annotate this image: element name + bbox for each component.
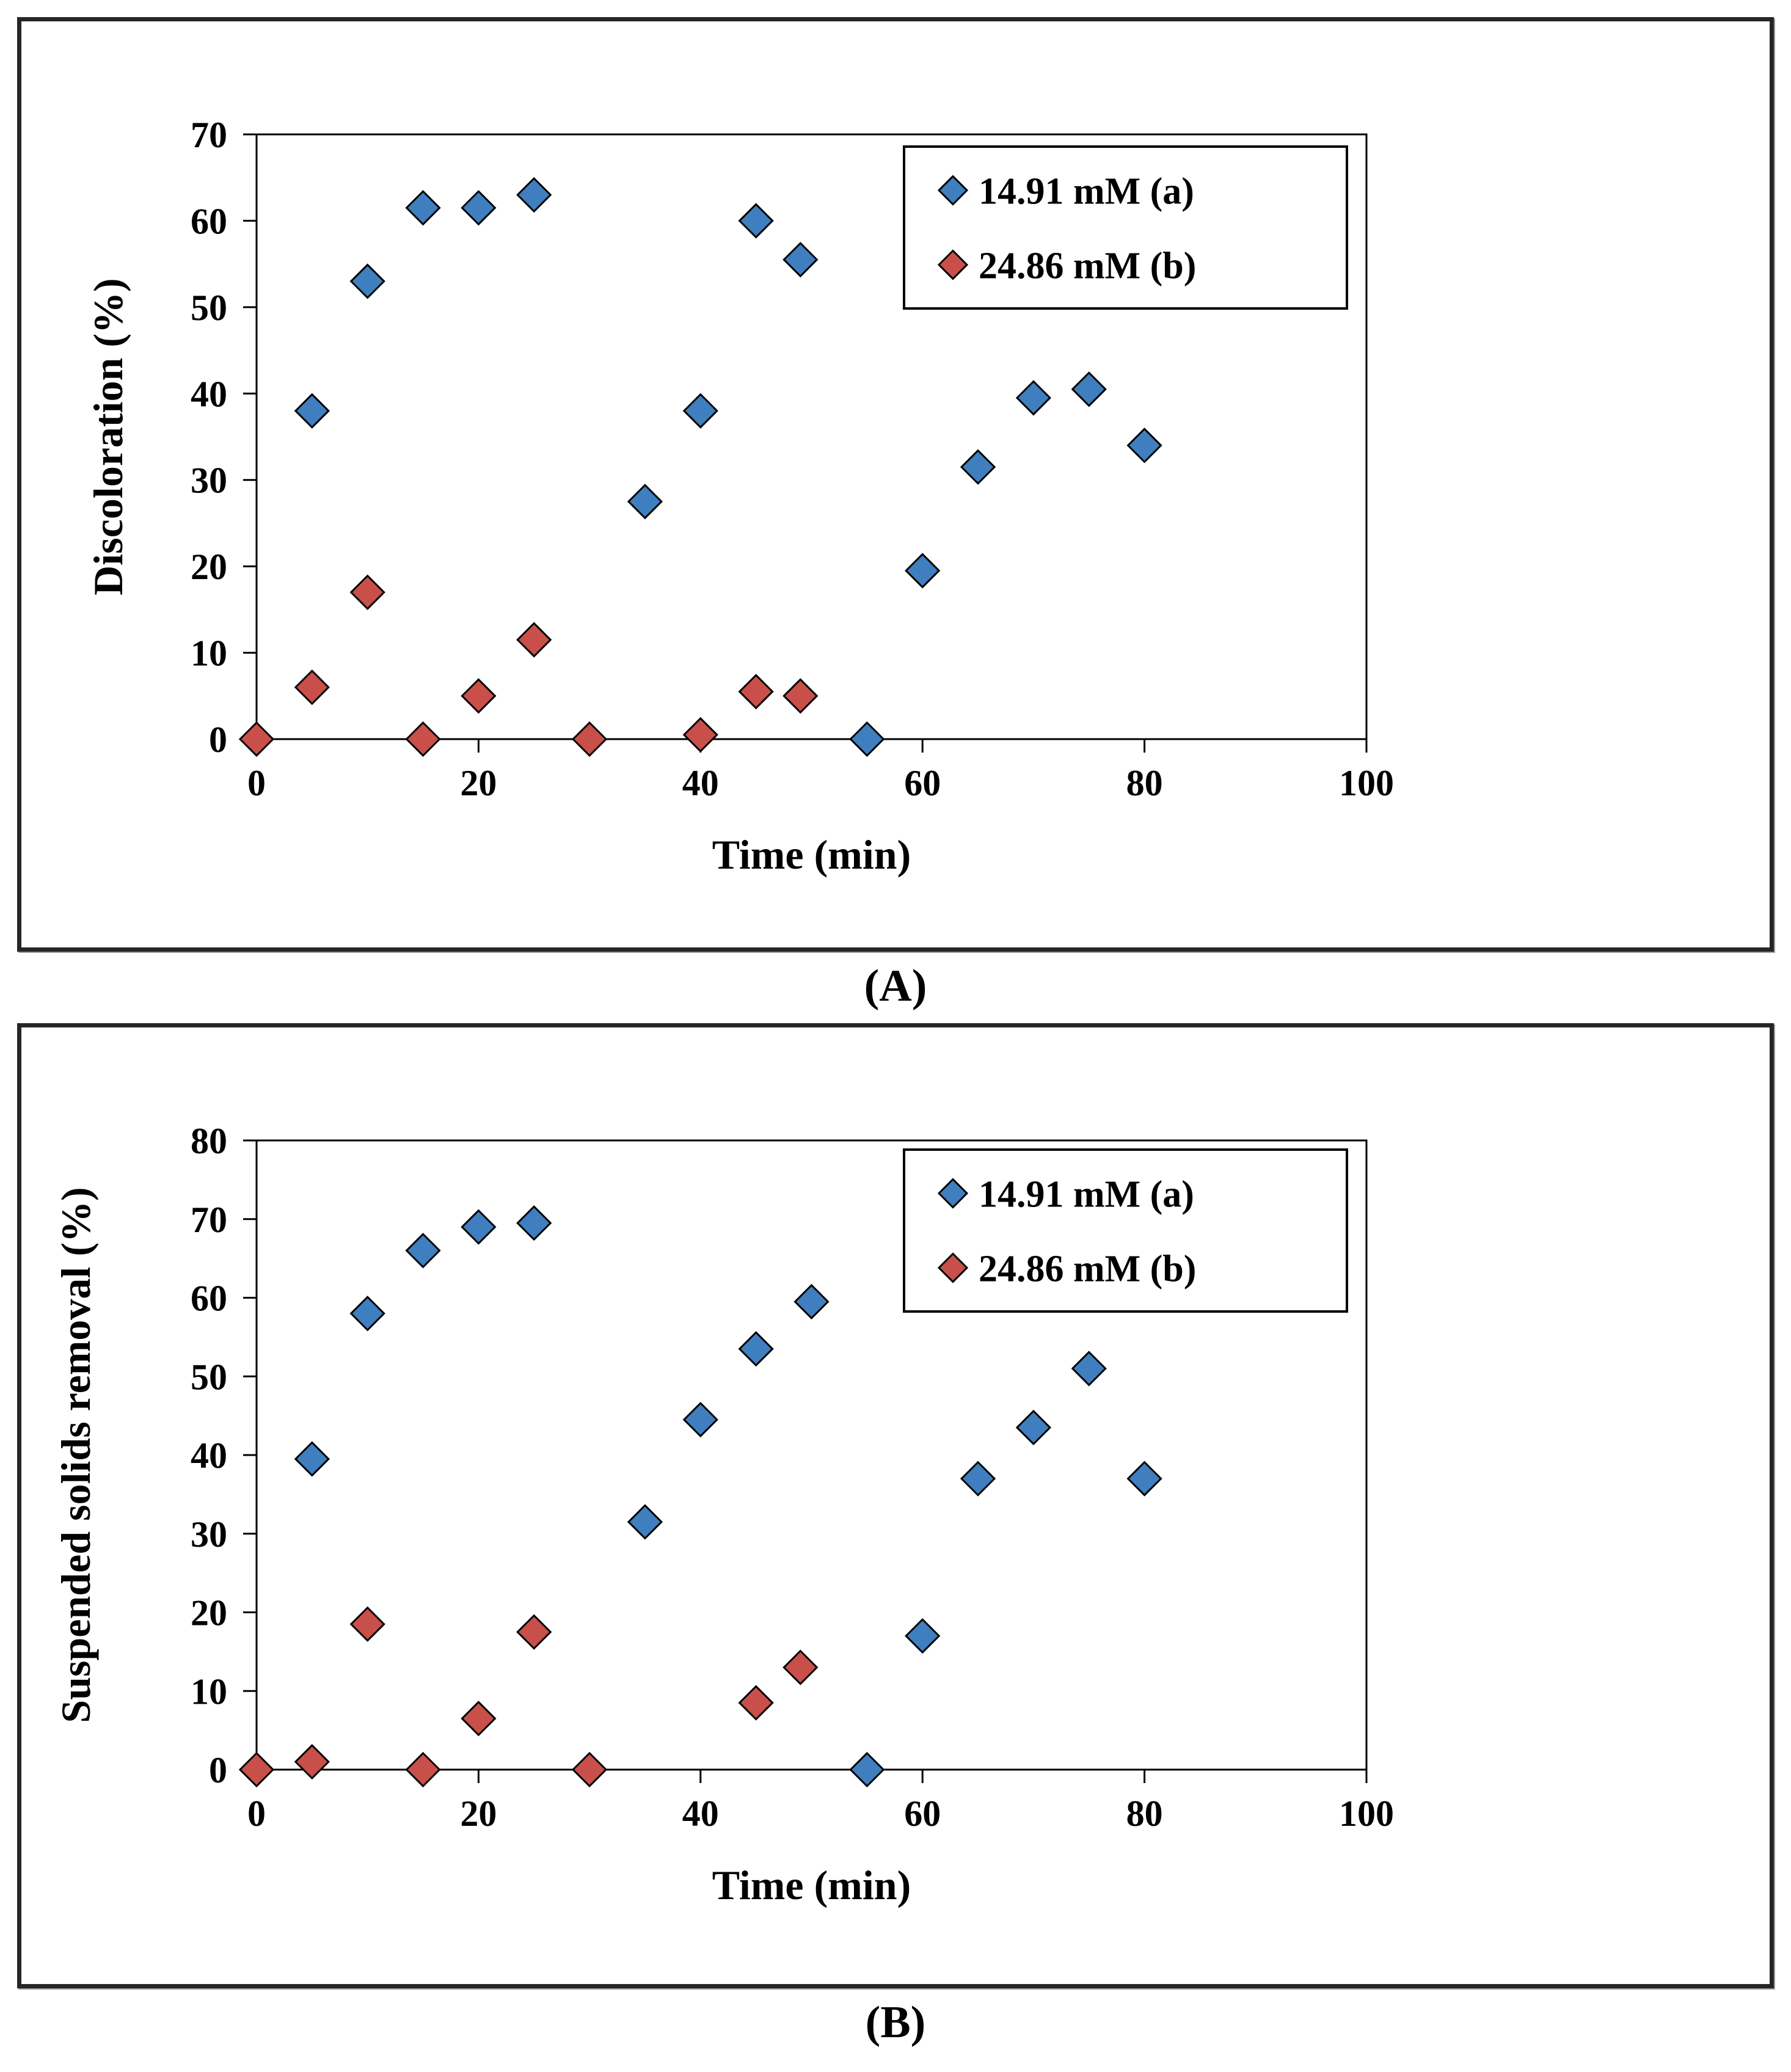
data-point-series-2 xyxy=(238,721,275,757)
y-tick-label: 50 xyxy=(191,288,227,328)
data-point-series-1 xyxy=(627,1504,663,1540)
x-tick-label: 100 xyxy=(1339,763,1394,803)
data-point-series-1 xyxy=(627,483,663,520)
data-point-series-2 xyxy=(738,674,774,710)
legend-label-series-2: 24.86 mM (b) xyxy=(979,1248,1196,1290)
data-point-series-2 xyxy=(294,669,330,706)
data-point-series-1 xyxy=(738,203,774,239)
legend-box xyxy=(903,1148,1348,1313)
data-point-series-2 xyxy=(405,721,441,757)
data-point-series-2 xyxy=(238,1751,275,1788)
data-point-series-2 xyxy=(461,678,497,714)
y-tick-label: 40 xyxy=(191,374,227,414)
data-point-series-1 xyxy=(905,1618,941,1654)
data-point-series-1 xyxy=(738,1331,774,1367)
data-point-series-2 xyxy=(682,717,718,753)
data-point-series-2 xyxy=(738,1685,774,1721)
y-tick-label: 80 xyxy=(191,1121,227,1161)
data-point-series-1 xyxy=(960,1461,996,1497)
data-point-series-2 xyxy=(782,678,819,714)
data-point-series-1 xyxy=(349,263,385,299)
data-point-series-1 xyxy=(1071,1351,1107,1387)
discoloration-chart: 0 10 20 30 40 50 60 70 0 20 40 60 80 100 Time (min) Dis… xyxy=(21,21,1770,947)
y-tick-label: 0 xyxy=(209,720,227,760)
legend-marker-series-1 xyxy=(937,1178,969,1209)
data-point-series-1 xyxy=(461,1209,497,1245)
y-tick-label: 10 xyxy=(191,633,227,674)
data-point-series-1 xyxy=(793,1283,830,1320)
x-tick-label: 20 xyxy=(460,1793,497,1834)
y-tick-label: 10 xyxy=(191,1671,227,1712)
y-tick-label: 50 xyxy=(191,1357,227,1397)
data-point-series-2 xyxy=(294,1744,330,1780)
legend-label-series-2: 24.86 mM (b) xyxy=(979,245,1196,286)
legend-marker-series-1 xyxy=(937,175,969,206)
legend-marker-series-2 xyxy=(937,1252,969,1283)
data-point-series-1 xyxy=(682,393,718,429)
panel-b: 0 10 20 30 40 50 60 70 80 0 20 40 60 80 100 Time (min) S… xyxy=(17,1023,1774,1988)
data-point-series-1 xyxy=(1126,428,1162,464)
x-tick-label: 40 xyxy=(682,1793,719,1834)
suspended-solids-chart: 0 10 20 30 40 50 60 70 80 0 20 40 60 80 100 Time (min) S… xyxy=(21,1027,1770,1984)
y-tick-label: 30 xyxy=(191,461,227,501)
data-point-series-1 xyxy=(960,449,996,485)
data-point-series-1 xyxy=(516,177,552,213)
x-tick-label: 80 xyxy=(1126,1793,1163,1834)
data-point-series-2 xyxy=(516,622,552,658)
legend-box xyxy=(903,145,1348,310)
y-tick-label: 40 xyxy=(191,1435,227,1476)
data-point-series-1 xyxy=(905,553,941,589)
x-tick-label: 0 xyxy=(247,763,266,803)
y-tick-label: 20 xyxy=(191,1593,227,1633)
y-tick-label: 60 xyxy=(191,201,227,241)
data-point-series-1 xyxy=(461,190,497,226)
x-tick-label: 60 xyxy=(904,763,941,803)
x-axis-title: Time (min) xyxy=(712,831,911,878)
data-point-series-1 xyxy=(849,1751,885,1788)
data-point-series-2 xyxy=(571,721,608,757)
data-point-series-1 xyxy=(294,393,330,429)
data-point-series-1 xyxy=(849,721,885,757)
panel-b-label: (B) xyxy=(865,1997,926,2048)
data-point-series-2 xyxy=(782,1649,819,1685)
y-tick-label: 20 xyxy=(191,547,227,587)
panel-a-label: (A) xyxy=(864,961,927,1011)
data-point-series-1 xyxy=(682,1401,718,1438)
data-point-series-1 xyxy=(1071,371,1107,407)
data-point-series-1 xyxy=(782,241,819,278)
data-point-series-2 xyxy=(349,574,385,610)
data-point-series-1 xyxy=(349,1296,385,1332)
data-point-series-1 xyxy=(405,190,441,226)
y-tick-label: 70 xyxy=(191,1200,227,1240)
data-point-series-2 xyxy=(349,1606,385,1642)
data-point-series-1 xyxy=(294,1441,330,1477)
data-point-series-1 xyxy=(1015,1409,1052,1446)
data-point-series-2 xyxy=(461,1701,497,1737)
data-point-series-2 xyxy=(516,1614,552,1650)
y-axis-title: Suspended solids removal (%) xyxy=(53,1187,99,1723)
y-axis-title: Discoloration (%) xyxy=(85,278,131,595)
y-tick-label: 60 xyxy=(191,1279,227,1319)
data-point-series-1 xyxy=(1126,1461,1162,1497)
data-point-series-1 xyxy=(405,1233,441,1269)
data-point-series-1 xyxy=(516,1205,552,1241)
x-tick-label: 40 xyxy=(682,763,719,803)
x-tick-label: 0 xyxy=(247,1793,266,1834)
y-tick-label: 30 xyxy=(191,1514,227,1555)
x-tick-label: 80 xyxy=(1126,763,1163,803)
y-tick-label: 70 xyxy=(191,115,227,155)
legend-label-series-1: 14.91 mM (a) xyxy=(979,1174,1194,1216)
x-tick-label: 100 xyxy=(1339,1793,1394,1834)
x-tick-label: 20 xyxy=(460,763,497,803)
data-point-series-2 xyxy=(405,1751,441,1788)
panel-a: 0 10 20 30 40 50 60 70 0 20 40 60 80 100 Time (min) Dis… xyxy=(17,17,1774,952)
x-axis-title: Time (min) xyxy=(712,1862,911,1908)
legend-label-series-1: 14.91 mM (a) xyxy=(979,171,1194,213)
data-point-series-1 xyxy=(1015,380,1052,416)
data-point-series-2 xyxy=(571,1751,608,1788)
y-tick-label: 0 xyxy=(209,1750,227,1790)
x-tick-label: 60 xyxy=(904,1793,941,1834)
legend-marker-series-2 xyxy=(937,249,969,280)
